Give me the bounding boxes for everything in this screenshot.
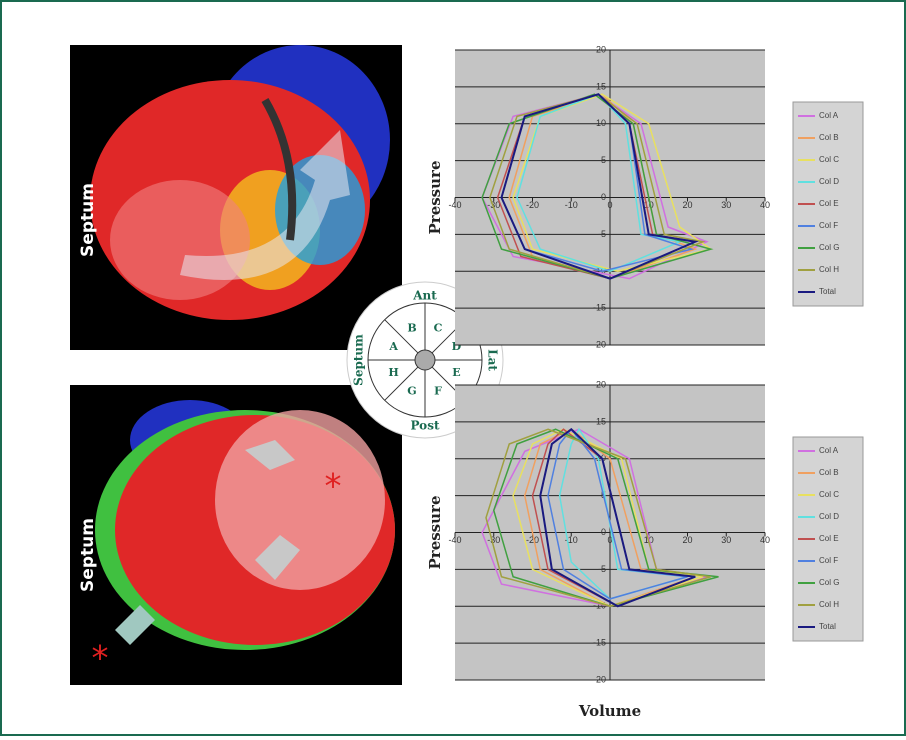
heart-image-bottom: * * xyxy=(70,385,402,685)
x-tick-label: -20 xyxy=(526,200,539,210)
x-tick-label: -40 xyxy=(448,200,461,210)
legend-label: Col G xyxy=(819,243,839,252)
x-tick-label: -10 xyxy=(565,200,578,210)
legend-label: Col A xyxy=(819,446,839,455)
segment-label: E xyxy=(452,366,460,379)
center-dot xyxy=(415,350,435,370)
y-tick-label: -20 xyxy=(593,339,606,349)
legend-label: Col E xyxy=(819,199,839,208)
legend-label: Col C xyxy=(819,490,839,499)
y-axis-label: Pressure xyxy=(426,496,444,570)
figure: * * Septum Septum Ant Post Lat Septum AB… xyxy=(0,0,906,736)
y-tick-label: -15 xyxy=(593,303,606,313)
y-tick-label: 10 xyxy=(596,118,606,128)
legend-label: Col B xyxy=(819,133,839,142)
legend-label: Col E xyxy=(819,534,839,543)
direction-label: Lat xyxy=(486,349,500,371)
x-tick-label: 40 xyxy=(760,200,770,210)
x-tick-label: 40 xyxy=(760,535,770,545)
y-tick-label: 0 xyxy=(601,192,606,202)
segment-label: A xyxy=(388,340,398,353)
y-tick-label: -5 xyxy=(598,564,606,574)
x-axis-label: Volume xyxy=(578,702,641,720)
image-label: Septum xyxy=(78,183,98,257)
heart-image-top xyxy=(70,45,402,350)
segment-label: H xyxy=(388,366,398,379)
x-tick-label: 30 xyxy=(721,200,731,210)
segment-label: B xyxy=(407,322,416,335)
segment-label: C xyxy=(434,322,443,335)
legend-label: Col D xyxy=(819,177,839,186)
legend-label: Col H xyxy=(819,265,839,274)
x-tick-label: 0 xyxy=(607,200,612,210)
legend-label: Total xyxy=(819,622,836,631)
segment-label: F xyxy=(434,384,442,397)
svg-text:*: * xyxy=(325,467,342,507)
y-tick-label: 15 xyxy=(596,416,606,426)
legend-label: Col H xyxy=(819,600,839,609)
y-tick-label: 15 xyxy=(596,81,606,91)
y-tick-label: -20 xyxy=(593,674,606,684)
x-tick-label: 20 xyxy=(682,535,692,545)
x-tick-label: -20 xyxy=(526,535,539,545)
x-tick-label: 30 xyxy=(721,535,731,545)
legend-label: Col F xyxy=(819,221,838,230)
y-tick-label: -15 xyxy=(593,638,606,648)
legend-label: Total xyxy=(819,287,836,296)
y-tick-label: 20 xyxy=(596,379,606,389)
legend-label: Col B xyxy=(819,468,839,477)
legend-label: Col C xyxy=(819,155,839,164)
y-tick-label: -5 xyxy=(598,229,606,239)
direction-label: Post xyxy=(410,419,439,433)
legend-label: Col G xyxy=(819,578,839,587)
x-tick-label: -30 xyxy=(487,535,500,545)
x-tick-label: 20 xyxy=(682,200,692,210)
direction-label: Ant xyxy=(412,289,437,303)
legend-label: Col F xyxy=(819,556,838,565)
direction-label: Septum xyxy=(352,334,366,386)
legend-label: Col D xyxy=(819,512,839,521)
y-tick-label: 20 xyxy=(596,44,606,54)
legend-label: Col A xyxy=(819,111,839,120)
y-axis-label: Pressure xyxy=(426,161,444,235)
y-tick-label: 0 xyxy=(601,527,606,537)
x-tick-label: -40 xyxy=(448,535,461,545)
y-tick-label: 5 xyxy=(601,155,606,165)
segment-label: G xyxy=(407,384,416,397)
image-label: Septum xyxy=(78,518,98,592)
svg-text:*: * xyxy=(92,639,109,679)
